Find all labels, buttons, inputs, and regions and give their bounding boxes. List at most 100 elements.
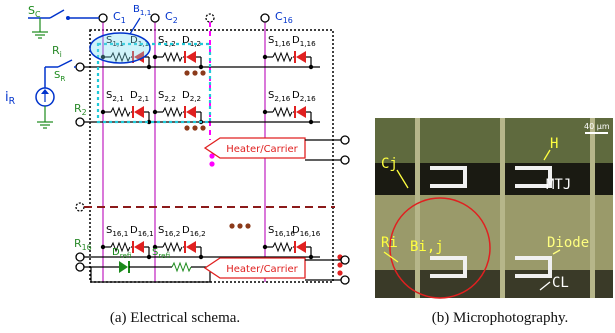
wire (58, 60, 72, 67)
terminal (151, 14, 159, 22)
label-sub: 16,1 (112, 229, 128, 238)
junction (66, 16, 70, 20)
diode (296, 51, 306, 63)
ellipsis-dot (200, 125, 205, 130)
junction (153, 110, 157, 114)
photo-label: Bi,j (410, 239, 444, 255)
ellipsis-dot (245, 223, 250, 228)
label: S2,1 (106, 90, 124, 103)
junction (153, 55, 157, 59)
junction (263, 245, 267, 249)
wire (50, 10, 64, 18)
ellipsis-dot (229, 223, 234, 228)
diode (134, 241, 144, 253)
label: D1,16 (292, 35, 316, 48)
ellipsis-dot (184, 70, 189, 75)
junction (309, 255, 313, 259)
label-sub: 2,16 (300, 94, 316, 103)
ellipsis-dot (192, 70, 197, 75)
label-sub: 16,2 (164, 229, 180, 238)
resistor (273, 243, 292, 251)
terminal (76, 203, 84, 211)
label-sub: 16,1 (138, 229, 154, 238)
diode (134, 106, 144, 118)
figure: (a) Electrical schema. (b) Microphotogra… (0, 0, 615, 333)
ellipsis-dot (337, 270, 342, 275)
label-sub: 1 (121, 16, 126, 25)
label: C1 (113, 10, 126, 25)
caption: (b) Microphotography. (432, 310, 569, 326)
label-sub: 2,2 (190, 94, 201, 103)
label-sub: 2,2 (164, 94, 175, 103)
label: D2,1 (130, 90, 149, 103)
heater-label: Heater/Carrier (226, 264, 298, 275)
ellipsis-dot (209, 161, 214, 166)
heater-label: Heater/Carrier (226, 144, 298, 155)
label-sub: 2,1 (138, 94, 149, 103)
terminal (76, 253, 84, 261)
label: R16 (74, 237, 92, 252)
terminal (76, 63, 84, 71)
terminal (341, 276, 349, 284)
diode (186, 106, 196, 118)
label-sub: 2,1 (112, 94, 123, 103)
resistor (163, 108, 182, 116)
junction (309, 65, 313, 69)
label: SR (54, 70, 65, 83)
caption: (a) Electrical schema. (110, 310, 240, 326)
label: S2,16 (268, 90, 291, 103)
label: S16,1 (106, 225, 128, 238)
label-base: S (28, 4, 35, 17)
ellipsis-dot (237, 223, 242, 228)
label-sub: C (35, 10, 41, 19)
label-sub: 16,16 (300, 229, 321, 238)
label: S1,16 (268, 35, 291, 48)
label-sub: 1,16 (274, 39, 290, 48)
diode (186, 241, 196, 253)
ellipsis-dot (200, 70, 205, 75)
junction (147, 255, 151, 259)
label: R2 (74, 102, 87, 117)
label-sub: 1,16 (300, 39, 316, 48)
photo-label: CL (552, 275, 569, 291)
label: D16,2 (182, 225, 206, 238)
terminal (206, 14, 214, 22)
wire (130, 18, 140, 34)
resistor (111, 108, 130, 116)
junction (199, 65, 203, 69)
label: B1,1 (133, 4, 151, 17)
junction (101, 110, 105, 114)
label: D16,1 (130, 225, 154, 238)
label-sub: R (60, 74, 65, 83)
label: iR (5, 90, 16, 107)
label-sub: refi (158, 251, 170, 260)
label-sub: 16 (82, 243, 92, 252)
label-sub: 1,1 (140, 8, 151, 17)
photo-label: MTJ (546, 177, 571, 193)
diode (119, 261, 128, 273)
junction (147, 65, 151, 69)
label: S16,2 (158, 225, 180, 238)
label-sub: 2 (82, 108, 87, 117)
junction (199, 255, 203, 259)
photo-label: Cj (381, 156, 398, 172)
arrow (41, 89, 49, 94)
resistor (163, 53, 182, 61)
resistor (273, 108, 292, 116)
label: D16,16 (292, 225, 321, 238)
label-sub: R (9, 96, 16, 107)
resistor (172, 263, 191, 271)
label-sub: 2,16 (274, 94, 290, 103)
terminal (99, 14, 107, 22)
terminal (76, 118, 84, 126)
label: D1,2 (182, 35, 201, 48)
ellipsis-dot (192, 125, 197, 130)
label: D2,16 (292, 90, 316, 103)
ellipsis-dot (184, 125, 189, 130)
label: S2,2 (158, 90, 176, 103)
resistor (273, 53, 292, 61)
label-sub: i (60, 50, 62, 59)
resistor (163, 243, 182, 251)
highlight-cell (90, 33, 150, 63)
label-sub: 2 (173, 16, 178, 25)
